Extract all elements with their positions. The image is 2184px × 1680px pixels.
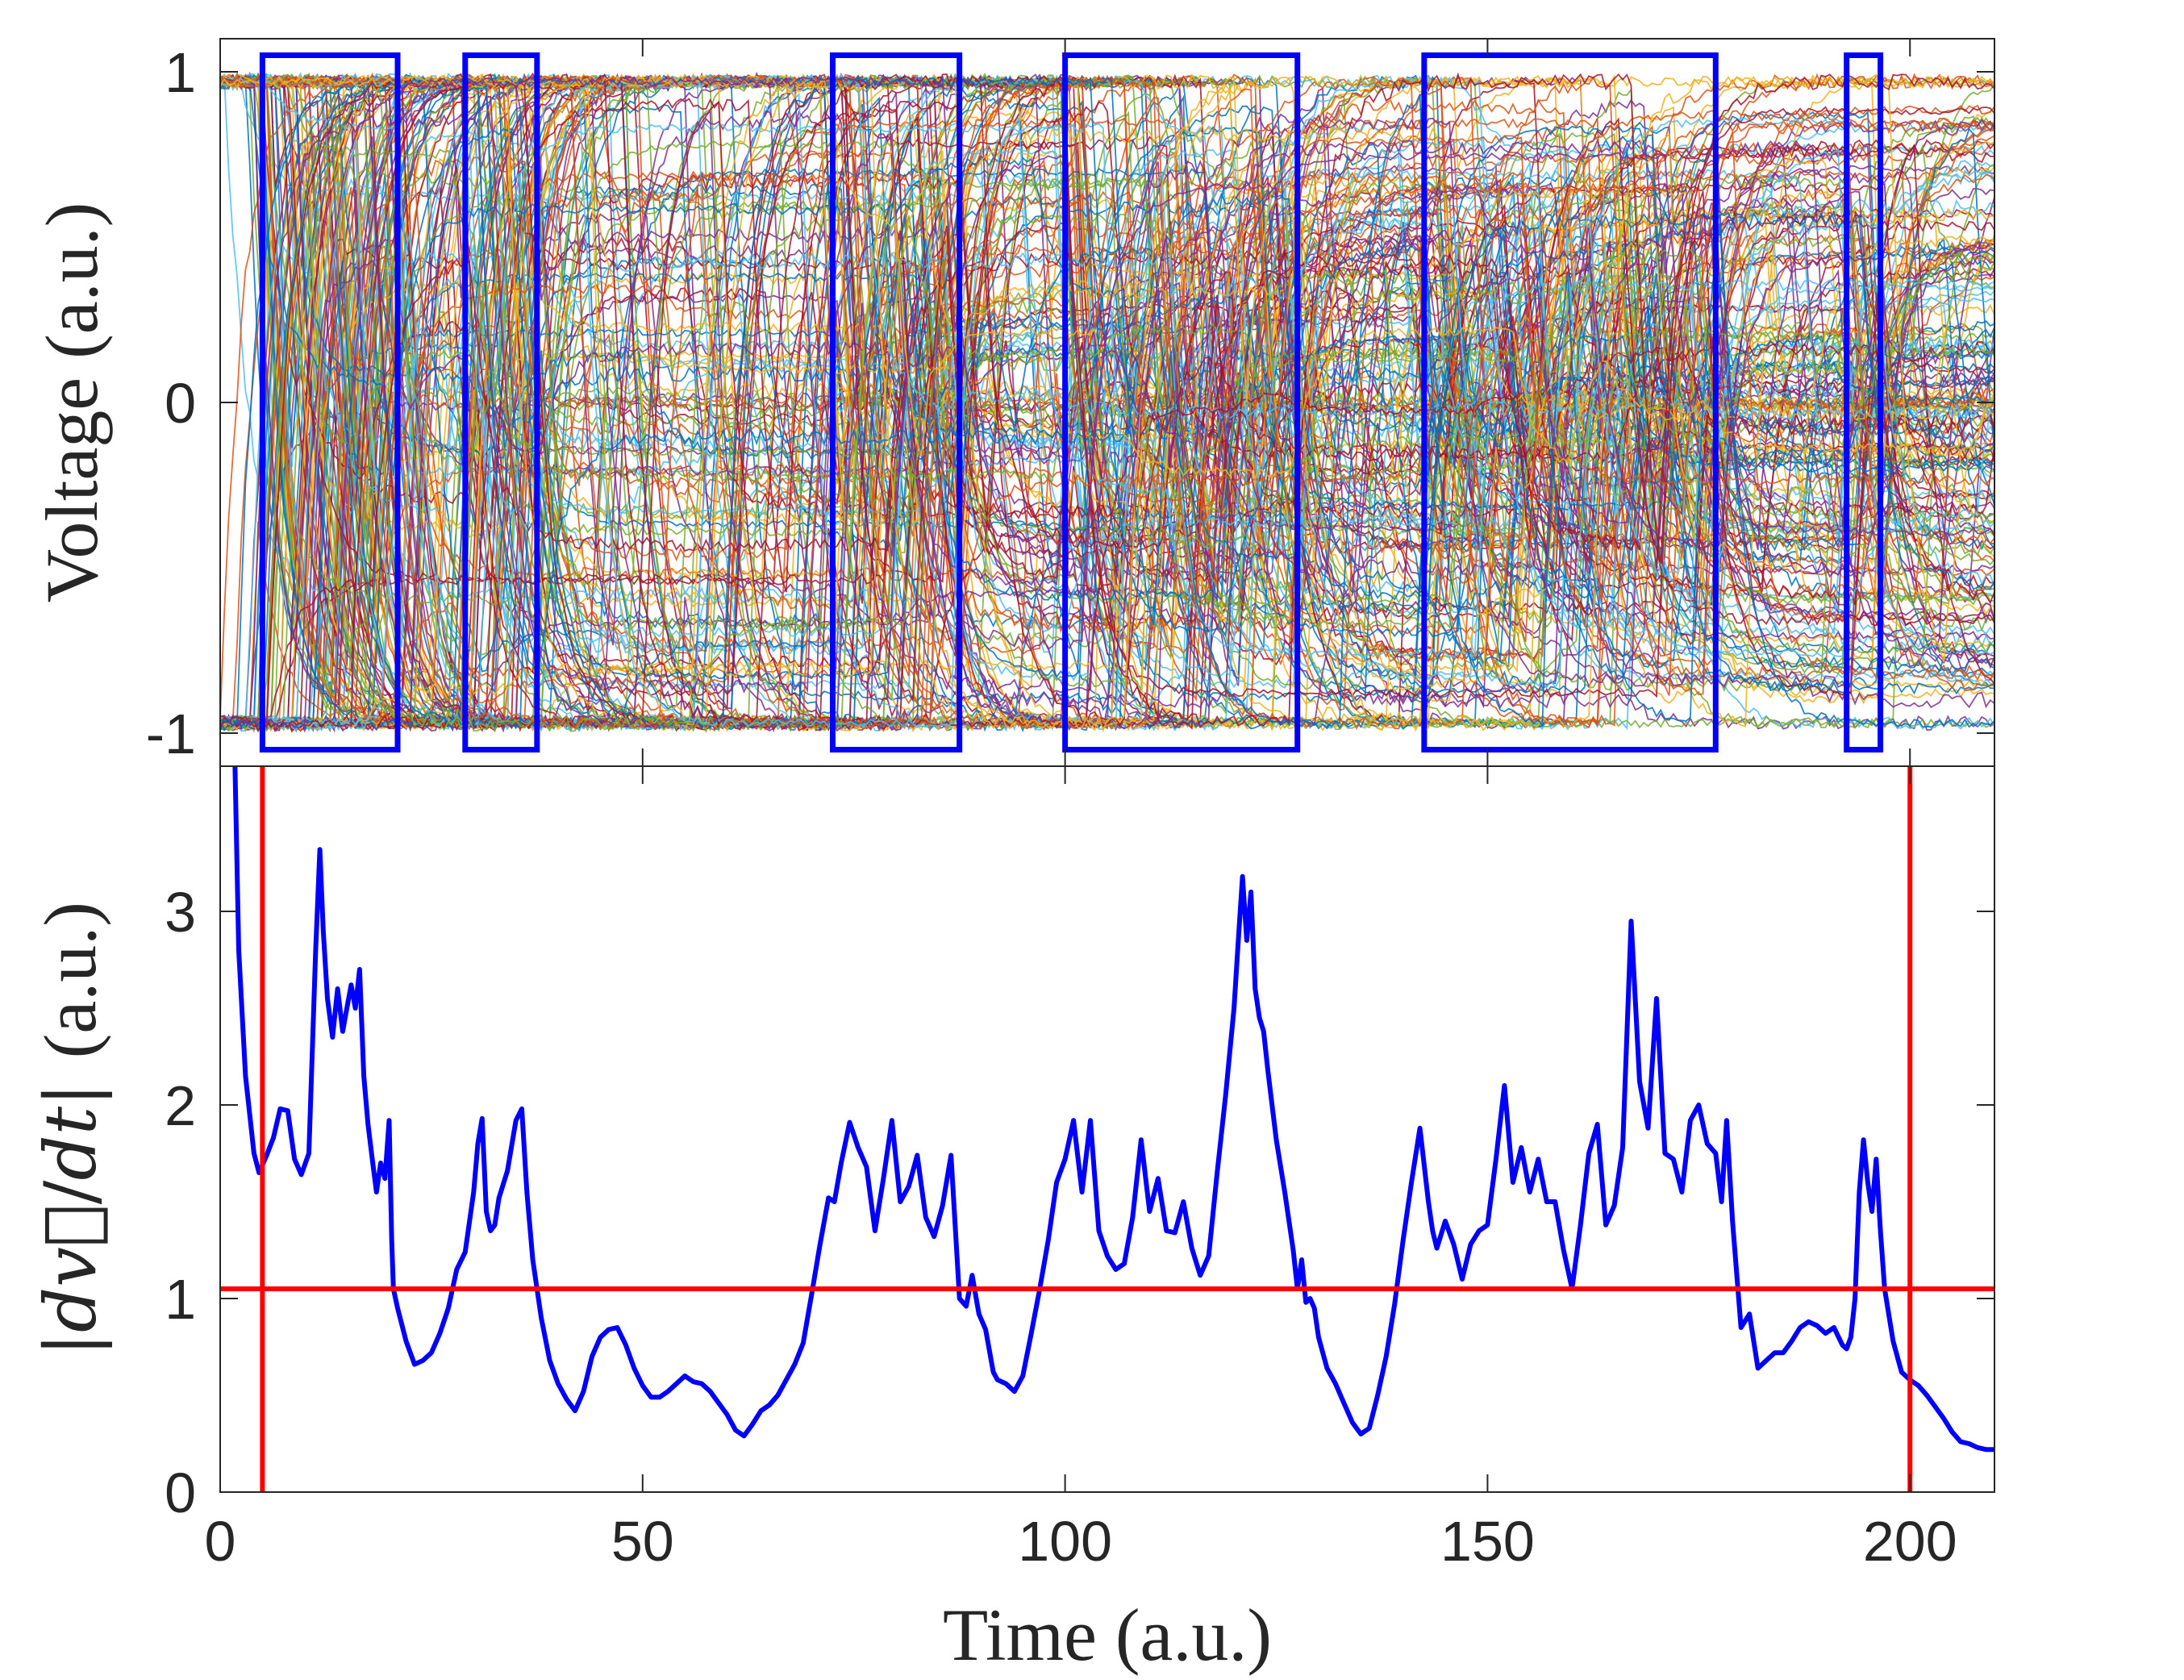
voltage-trace (220, 125, 1994, 732)
voltage-trace (220, 83, 1994, 728)
voltage-trace (220, 75, 1994, 728)
speed-series (232, 766, 1994, 1453)
highlight-box (259, 52, 401, 752)
voltage-trace (220, 77, 1994, 729)
voltage-trace (220, 117, 1994, 729)
voltage-trace (220, 76, 1994, 566)
voltage-trace (220, 72, 1994, 733)
voltage-trace (220, 75, 1994, 480)
voltage-trace (220, 77, 1994, 728)
voltage-trace (220, 73, 1994, 731)
bottom-x-ticks: 0 50 100 150 200 (205, 766, 1957, 1573)
x-tick-label: 100 (1018, 1510, 1112, 1573)
voltage-trace (220, 76, 1994, 728)
voltage-trace (220, 73, 1994, 731)
top-y-axis-title: Voltage (a.u.) (31, 202, 113, 602)
voltage-trace (220, 98, 1994, 731)
bottom-y-tick-label: 1 (165, 1268, 196, 1331)
highlight-box (1421, 52, 1719, 752)
voltage-trace (220, 75, 1994, 722)
voltage-trace (220, 85, 1994, 732)
top-panel: -1 0 1 Voltage (a.u.) (31, 38, 1995, 767)
x-tick-label: 50 (611, 1510, 674, 1573)
x-tick-label: 0 (205, 1510, 236, 1573)
x-tick-label: 200 (1863, 1510, 1957, 1573)
highlight-boxes (259, 52, 1884, 752)
voltage-trace (220, 87, 1994, 732)
voltage-trace (220, 77, 1994, 698)
voltage-trace (220, 78, 1994, 728)
voltage-trace (220, 73, 1994, 732)
ylabel-denominator: dt (29, 1106, 112, 1180)
ylabel-vector: v⃗ (29, 1204, 112, 1287)
voltage-trace (220, 76, 1994, 731)
highlight-box (1062, 52, 1301, 752)
voltage-trace (220, 76, 1994, 728)
voltage-trace (220, 73, 1994, 728)
ylabel-units: (a.u.) (29, 902, 111, 1058)
bottom-y-tick-label: 3 (165, 881, 196, 944)
bottom-y-axis-title: |dv⃗/dt|(a.u.) (29, 902, 112, 1357)
bottom-axes-frame (219, 765, 1995, 1493)
voltage-trace (220, 77, 1994, 690)
voltage-trace (220, 74, 1994, 730)
top-y-tick-label: -1 (146, 702, 196, 765)
voltage-trace (220, 139, 1994, 732)
ylabel-open-bar: | (29, 1332, 112, 1357)
speed-line (232, 766, 1994, 1453)
voltage-trace (220, 79, 1994, 441)
voltage-trace (220, 73, 1994, 732)
bottom-y-tick-label: 0 (165, 1461, 196, 1524)
x-axis-title: Time (a.u.) (943, 1594, 1272, 1676)
voltage-trace (220, 77, 1994, 729)
voltage-trace (220, 99, 1994, 733)
threshold-lines (220, 766, 1994, 1492)
voltage-trace (220, 77, 1994, 457)
voltage-trace (220, 77, 1994, 728)
voltage-trace (220, 77, 1994, 724)
highlight-box (1844, 52, 1884, 752)
voltage-traces (220, 71, 1994, 734)
highlight-box (462, 52, 540, 752)
voltage-trace (220, 73, 1994, 733)
highlight-box (830, 52, 963, 752)
voltage-trace (220, 76, 1994, 727)
bottom-y-ticks: 0 1 2 3 (165, 881, 1994, 1524)
voltage-trace (220, 198, 1994, 734)
ylabel-numerator: d (29, 1287, 112, 1332)
voltage-trace (220, 74, 1994, 730)
voltage-trace (220, 73, 1994, 727)
top-y-tick-label: 0 (165, 372, 196, 435)
top-y-tick-label: 1 (165, 41, 196, 104)
top-y-ticks: -1 0 1 (146, 39, 1994, 766)
bottom-y-tick-label: 2 (165, 1074, 196, 1137)
ylabel-close-bar: | (29, 1082, 112, 1107)
voltage-trace (220, 73, 1994, 729)
ylabel-slash: / (29, 1180, 112, 1204)
x-tick-label: 150 (1440, 1510, 1535, 1573)
voltage-trace (220, 75, 1994, 729)
